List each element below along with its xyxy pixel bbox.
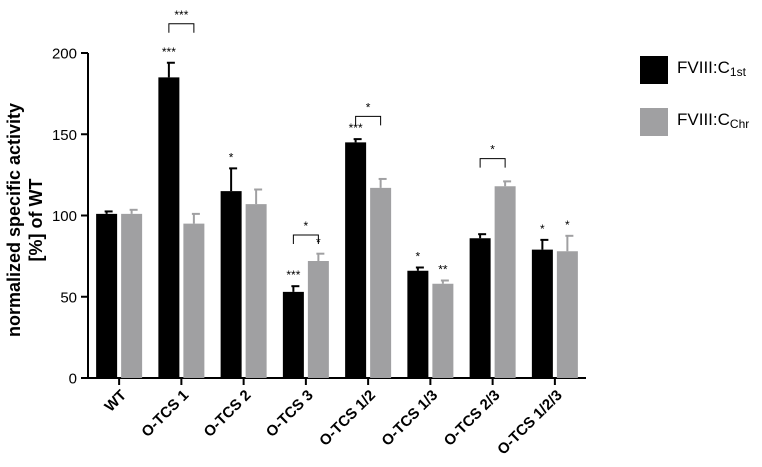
y-tick-label: 200	[52, 46, 77, 63]
bar	[282, 291, 304, 378]
legend-swatch-second	[640, 108, 668, 136]
comparison-label: *	[304, 219, 309, 233]
y-tick-label: 50	[60, 289, 77, 306]
significance-label: ***	[349, 121, 363, 135]
x-tick-label: O-TCS 2/3	[441, 387, 504, 450]
y-axis-title: normalized specific activity [%] of WT	[4, 103, 46, 337]
bar	[183, 223, 205, 378]
bar	[121, 213, 143, 378]
bar	[220, 191, 242, 378]
significance-label: *	[229, 150, 234, 164]
x-tick-label: WT	[101, 387, 130, 416]
y-axis-title-line2: [%] of WT	[26, 179, 46, 262]
bar	[432, 283, 454, 378]
bar	[245, 204, 267, 378]
bar	[556, 251, 578, 378]
x-tick-label: O-TCS 3	[263, 387, 317, 441]
x-tick-label: O-TCS 1/2	[316, 387, 379, 450]
significance-label: *	[565, 218, 570, 232]
significance-label: *	[540, 222, 545, 236]
comparison-bracket	[355, 115, 382, 126]
x-tick-label: O-TCS 1/3	[378, 387, 441, 450]
comparison-label: ***	[174, 8, 188, 22]
legend-label-first: FVIII:C1st	[677, 58, 746, 79]
bar	[531, 249, 553, 378]
y-tick-label: 0	[69, 371, 77, 388]
bar	[345, 142, 367, 378]
bar	[158, 77, 180, 378]
y-tick-label: 100	[52, 208, 77, 225]
legend-label-second: FVIII:CChr	[677, 110, 750, 131]
comparison-bracket	[479, 158, 506, 168]
significance-label: *	[416, 250, 421, 264]
y-axis-title-line1: normalized specific activity	[4, 103, 24, 337]
comparison-bracket	[292, 234, 319, 244]
comparison-label: *	[366, 100, 371, 114]
legend-swatch-first	[640, 56, 668, 84]
bar	[307, 261, 329, 378]
comparison-label: *	[490, 143, 495, 157]
bar	[96, 213, 118, 378]
x-tick-label: O-TCS 1	[138, 387, 192, 441]
bar	[494, 186, 516, 378]
significance-label: **	[438, 263, 448, 277]
bar	[469, 238, 491, 378]
x-tick-label: O-TCS 2	[201, 387, 255, 441]
x-tick-label: O-TCS 1/2/3	[494, 387, 566, 459]
bar	[407, 270, 429, 378]
significance-label: ***	[286, 268, 300, 282]
comparison-bracket	[168, 23, 195, 33]
significance-label: ***	[162, 45, 176, 59]
y-tick-label: 150	[52, 127, 77, 144]
bar	[370, 187, 392, 378]
